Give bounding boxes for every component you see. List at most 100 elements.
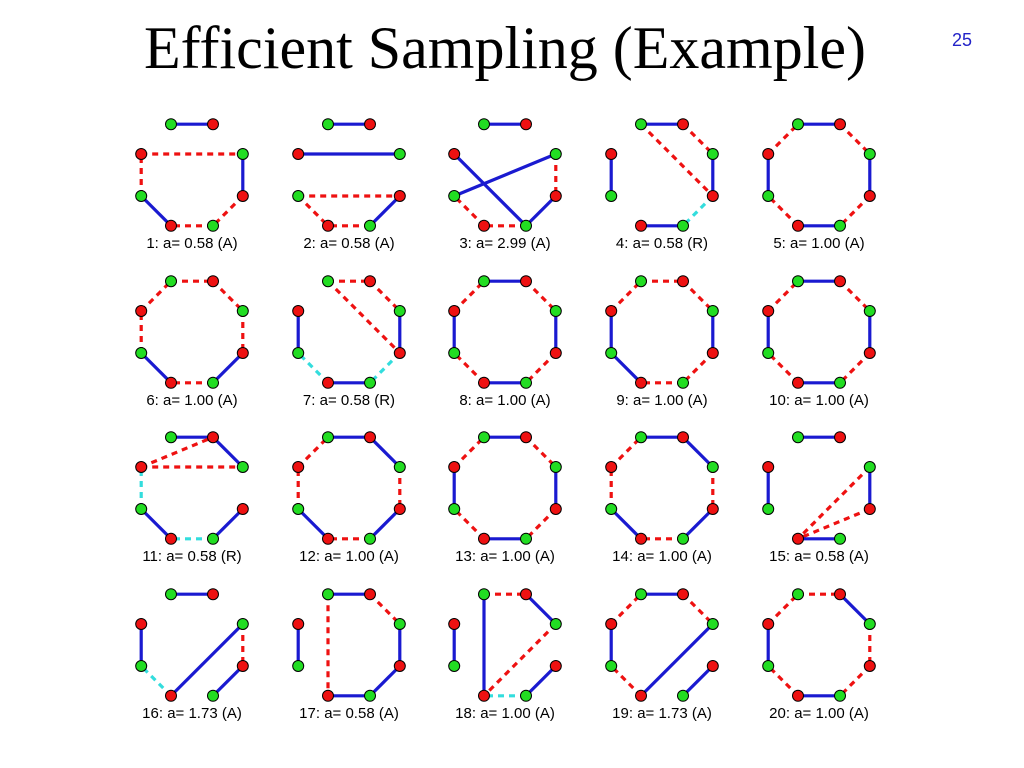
- green-node: [292, 190, 305, 202]
- red-node: [605, 148, 618, 160]
- sample-label: 16: a= 1.73 (A): [142, 705, 242, 722]
- sample-diagram-13: 13: a= 1.00 (A): [448, 431, 562, 565]
- red-node: [322, 219, 334, 232]
- sample-label: 10: a= 1.00 (A): [769, 392, 869, 409]
- red-node: [165, 689, 177, 702]
- green-node: [605, 503, 618, 515]
- solid-edge: [368, 194, 401, 227]
- dashed-red-edge: [524, 351, 557, 384]
- red-node: [448, 461, 461, 473]
- sample-label: 13: a= 1.00 (A): [455, 548, 555, 565]
- green-node: [478, 431, 490, 444]
- red-node: [478, 532, 490, 545]
- green-node: [393, 461, 406, 473]
- green-node: [834, 219, 846, 232]
- red-node: [292, 148, 305, 160]
- solid-edge: [681, 507, 714, 540]
- sample-diagram-18: 18: a= 1.00 (A): [448, 588, 562, 722]
- sample-diagram-10: 10: a= 1.00 (A): [762, 275, 876, 409]
- red-node: [792, 376, 804, 389]
- green-node: [635, 588, 647, 601]
- sample-diagram-5: 5: a= 1.00 (A): [762, 118, 876, 252]
- red-node: [549, 503, 562, 515]
- dashed-red-edge: [453, 194, 486, 227]
- sample-label: 1: a= 0.58 (A): [146, 235, 237, 252]
- red-node: [549, 660, 562, 672]
- red-node: [520, 588, 532, 601]
- red-node: [364, 588, 376, 601]
- green-node: [393, 618, 406, 630]
- dashed-red-edge: [681, 123, 714, 156]
- dashed-red-edge: [639, 123, 714, 198]
- green-node: [207, 219, 219, 232]
- green-node: [834, 532, 846, 545]
- sample-diagram-4: 4: a= 0.58 (R): [605, 118, 719, 252]
- dashed-red-edge: [796, 465, 871, 540]
- dashed-red-edge: [211, 194, 244, 227]
- sample-label: 11: a= 0.58 (R): [142, 548, 241, 565]
- green-node: [236, 148, 249, 160]
- slide-title: Efficient Sampling (Example): [143, 15, 867, 81]
- sample-diagram-3: 3: a= 2.99 (A): [448, 118, 562, 252]
- dashed-red-edge: [297, 194, 330, 227]
- red-node: [393, 190, 406, 202]
- red-node: [135, 305, 148, 317]
- sample-diagram-11: 11: a= 0.58 (R): [135, 431, 249, 565]
- solid-edge: [297, 507, 330, 540]
- red-node: [207, 588, 219, 601]
- solid-edge: [169, 622, 244, 697]
- dashed-red-edge: [368, 593, 401, 626]
- red-node: [605, 618, 618, 630]
- red-node: [792, 219, 804, 232]
- green-node: [165, 275, 177, 288]
- green-node: [834, 376, 846, 389]
- green-node: [393, 148, 406, 160]
- red-node: [677, 118, 689, 131]
- red-node: [520, 431, 532, 444]
- red-node: [165, 219, 177, 232]
- red-node: [605, 305, 618, 317]
- solid-edge: [211, 507, 244, 540]
- green-node: [364, 532, 376, 545]
- solid-edge: [681, 664, 714, 697]
- dashed-cyan-edge: [368, 351, 401, 384]
- green-node: [706, 148, 719, 160]
- green-node: [605, 660, 618, 672]
- slide-number: 25: [952, 30, 973, 50]
- dashed-cyan-edge: [297, 351, 330, 384]
- red-node: [863, 503, 876, 515]
- green-node: [236, 461, 249, 473]
- green-node: [677, 376, 689, 389]
- green-node: [364, 219, 376, 232]
- green-node: [792, 431, 804, 444]
- dashed-red-edge: [482, 622, 557, 697]
- green-node: [605, 190, 618, 202]
- red-node: [236, 660, 249, 672]
- green-node: [448, 660, 461, 672]
- red-node: [635, 532, 647, 545]
- sample-diagram-8: 8: a= 1.00 (A): [448, 275, 562, 409]
- green-node: [762, 503, 775, 515]
- dashed-red-edge: [838, 280, 871, 313]
- red-node: [292, 461, 305, 473]
- green-node: [520, 532, 532, 545]
- red-node: [762, 618, 775, 630]
- green-node: [605, 347, 618, 359]
- sample-label: 15: a= 0.58 (A): [769, 548, 869, 565]
- solid-edge: [140, 351, 173, 384]
- sample-label: 9: a= 1.00 (A): [616, 392, 707, 409]
- red-node: [364, 275, 376, 288]
- sample-diagram-12: 12: a= 1.00 (A): [292, 431, 406, 565]
- green-node: [549, 461, 562, 473]
- green-node: [677, 219, 689, 232]
- red-node: [834, 431, 846, 444]
- green-node: [762, 190, 775, 202]
- solid-edge: [211, 664, 244, 697]
- green-node: [792, 588, 804, 601]
- green-node: [635, 118, 647, 131]
- sample-label: 2: a= 0.58 (A): [303, 235, 394, 252]
- sample-diagram-9: 9: a= 1.00 (A): [605, 275, 719, 409]
- red-node: [863, 660, 876, 672]
- sample-diagram-1: 1: a= 0.58 (A): [135, 118, 249, 252]
- dashed-red-edge: [326, 280, 401, 355]
